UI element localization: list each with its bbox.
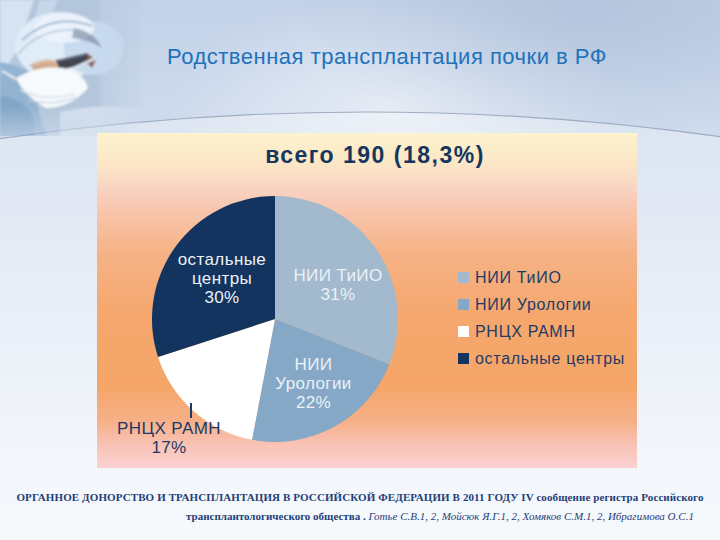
legend-color-swatch xyxy=(458,299,469,310)
slide-title: Родственная трансплантация почки в РФ xyxy=(152,44,622,70)
pie-leader-line xyxy=(190,403,192,418)
footer-line2-authors: Готье С.В.1, 2, Мойсюк Я.Г.1, 2, Хомяков… xyxy=(368,510,694,522)
legend-label: НИИ ТиИО xyxy=(475,269,562,287)
slide: Родственная трансплантация почки в РФ вс… xyxy=(0,0,720,540)
legend-label: НИИ Урологии xyxy=(475,296,591,314)
legend-color-swatch xyxy=(458,353,469,364)
legend-item: НИИ ТиИО xyxy=(458,264,625,291)
pie-label-percent: 17% xyxy=(110,438,228,457)
footer-line1: ОРГАННОЕ ДОНОРСТВО И ТРАНСПЛАНТАЦИЯ В РО… xyxy=(0,491,720,503)
pie-label-text: НИИ Урологии xyxy=(275,355,352,393)
pie-label-nii-tiio: НИИ ТиИО 31% xyxy=(282,266,394,304)
pie-label-rnch-ramn: РНЦХ РАМН 17% xyxy=(110,419,228,457)
pie-label-ostalnye-centry: остальные центры 30% xyxy=(166,250,278,307)
legend-item: РНЦХ РАМН xyxy=(458,318,625,345)
chart-legend: НИИ ТиИО НИИ Урологии РНЦХ РАМН остальные ц… xyxy=(458,264,625,372)
legend-item: остальные центры xyxy=(458,345,625,372)
pie-label-percent: 22% xyxy=(267,393,360,412)
legend-color-swatch xyxy=(458,326,469,337)
legend-item: НИИ Урологии xyxy=(458,291,625,318)
chart-title: всего 190 (18,3%) xyxy=(105,142,645,169)
surgeon-photo xyxy=(0,0,142,136)
pie-label-percent: 31% xyxy=(282,285,394,304)
legend-label: остальные центры xyxy=(475,350,625,368)
pie-label-percent: 30% xyxy=(166,288,278,307)
pie-label-nii-urologii: НИИ Урологии 22% xyxy=(267,355,360,412)
legend-color-swatch xyxy=(458,272,469,283)
pie-label-text: НИИ ТиИО xyxy=(293,266,382,285)
pie-label-text: РНЦХ РАМН xyxy=(117,419,221,438)
footer-line2: трансплантологического общества . Готье … xyxy=(186,510,694,522)
footer-line2-bold: трансплантологического общества . xyxy=(186,510,368,522)
pie-label-text: остальные центры xyxy=(178,250,266,288)
legend-label: РНЦХ РАМН xyxy=(475,323,576,341)
